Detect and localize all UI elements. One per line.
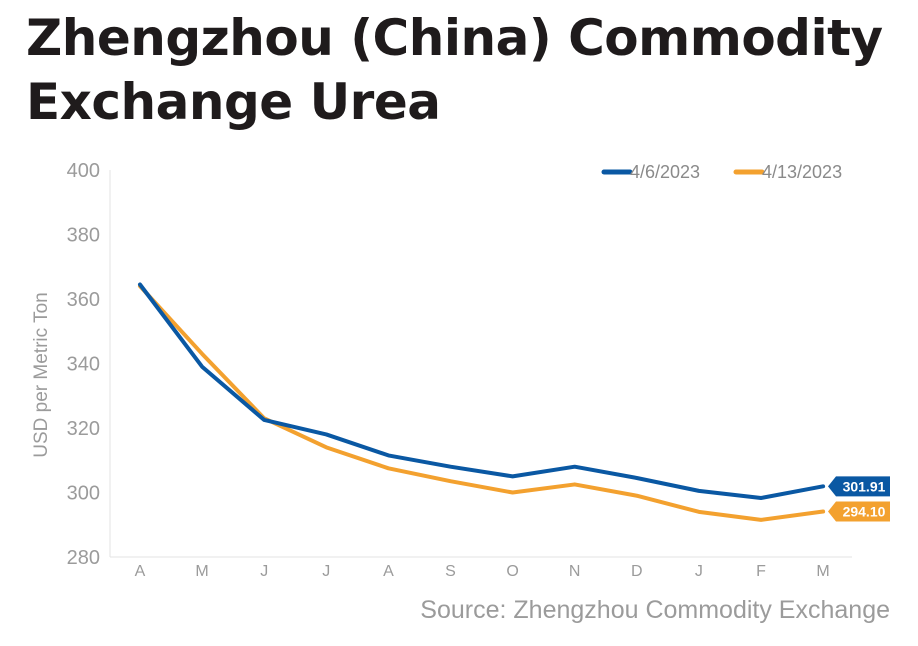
x-tick-label: O bbox=[506, 563, 518, 580]
end-label-box bbox=[828, 501, 890, 522]
end-label-tag: 301.91 bbox=[828, 476, 890, 497]
legend-item: 4/6/2023 bbox=[601, 162, 700, 182]
source-note: Source: Zhengzhou Commodity Exchange bbox=[420, 596, 890, 624]
x-tick-label: S bbox=[445, 563, 456, 580]
x-tick-label: F bbox=[756, 563, 766, 580]
end-label-tag: 294.10 bbox=[828, 501, 890, 522]
y-tick-label: 300 bbox=[67, 483, 100, 505]
axes bbox=[109, 170, 852, 558]
legend-label: 4/13/2023 bbox=[762, 162, 842, 182]
series-lines bbox=[138, 282, 826, 522]
series-line bbox=[138, 284, 826, 522]
y-tick-label: 380 bbox=[67, 225, 100, 247]
legend-label: 4/6/2023 bbox=[630, 162, 700, 182]
y-tick-label: 340 bbox=[67, 354, 100, 376]
end-label-value: 294.10 bbox=[843, 504, 886, 520]
legend-item: 4/13/2023 bbox=[733, 162, 842, 182]
y-tick-labels: 280 300 320 340 360 380 400 bbox=[67, 160, 100, 569]
x-tick-label: A bbox=[383, 563, 394, 580]
series-line bbox=[138, 282, 826, 500]
y-tick-label: 360 bbox=[67, 289, 100, 311]
x-tick-label: D bbox=[631, 563, 643, 580]
y-axis-label: USD per Metric Ton bbox=[31, 292, 52, 457]
x-tick-label: J bbox=[322, 563, 330, 580]
y-tick-label: 280 bbox=[67, 547, 100, 569]
x-tick-label: N bbox=[569, 563, 581, 580]
end-label-value: 301.91 bbox=[843, 478, 886, 494]
x-tick-label: M bbox=[195, 563, 208, 580]
y-tick-label: 320 bbox=[67, 418, 100, 440]
end-label-box bbox=[828, 476, 890, 497]
x-tick-label: A bbox=[135, 563, 146, 580]
chart-title: Zhengzhou (China) Commodity Exchange Ure… bbox=[26, 9, 883, 131]
y-tick-label: 400 bbox=[67, 160, 100, 182]
x-tick-label: M bbox=[816, 563, 829, 580]
end-labels: 301.91 294.10 bbox=[828, 476, 890, 522]
x-tick-label: J bbox=[695, 563, 703, 580]
x-tick-label: J bbox=[260, 563, 268, 580]
legend: 4/6/2023 4/13/2023 bbox=[601, 162, 842, 182]
